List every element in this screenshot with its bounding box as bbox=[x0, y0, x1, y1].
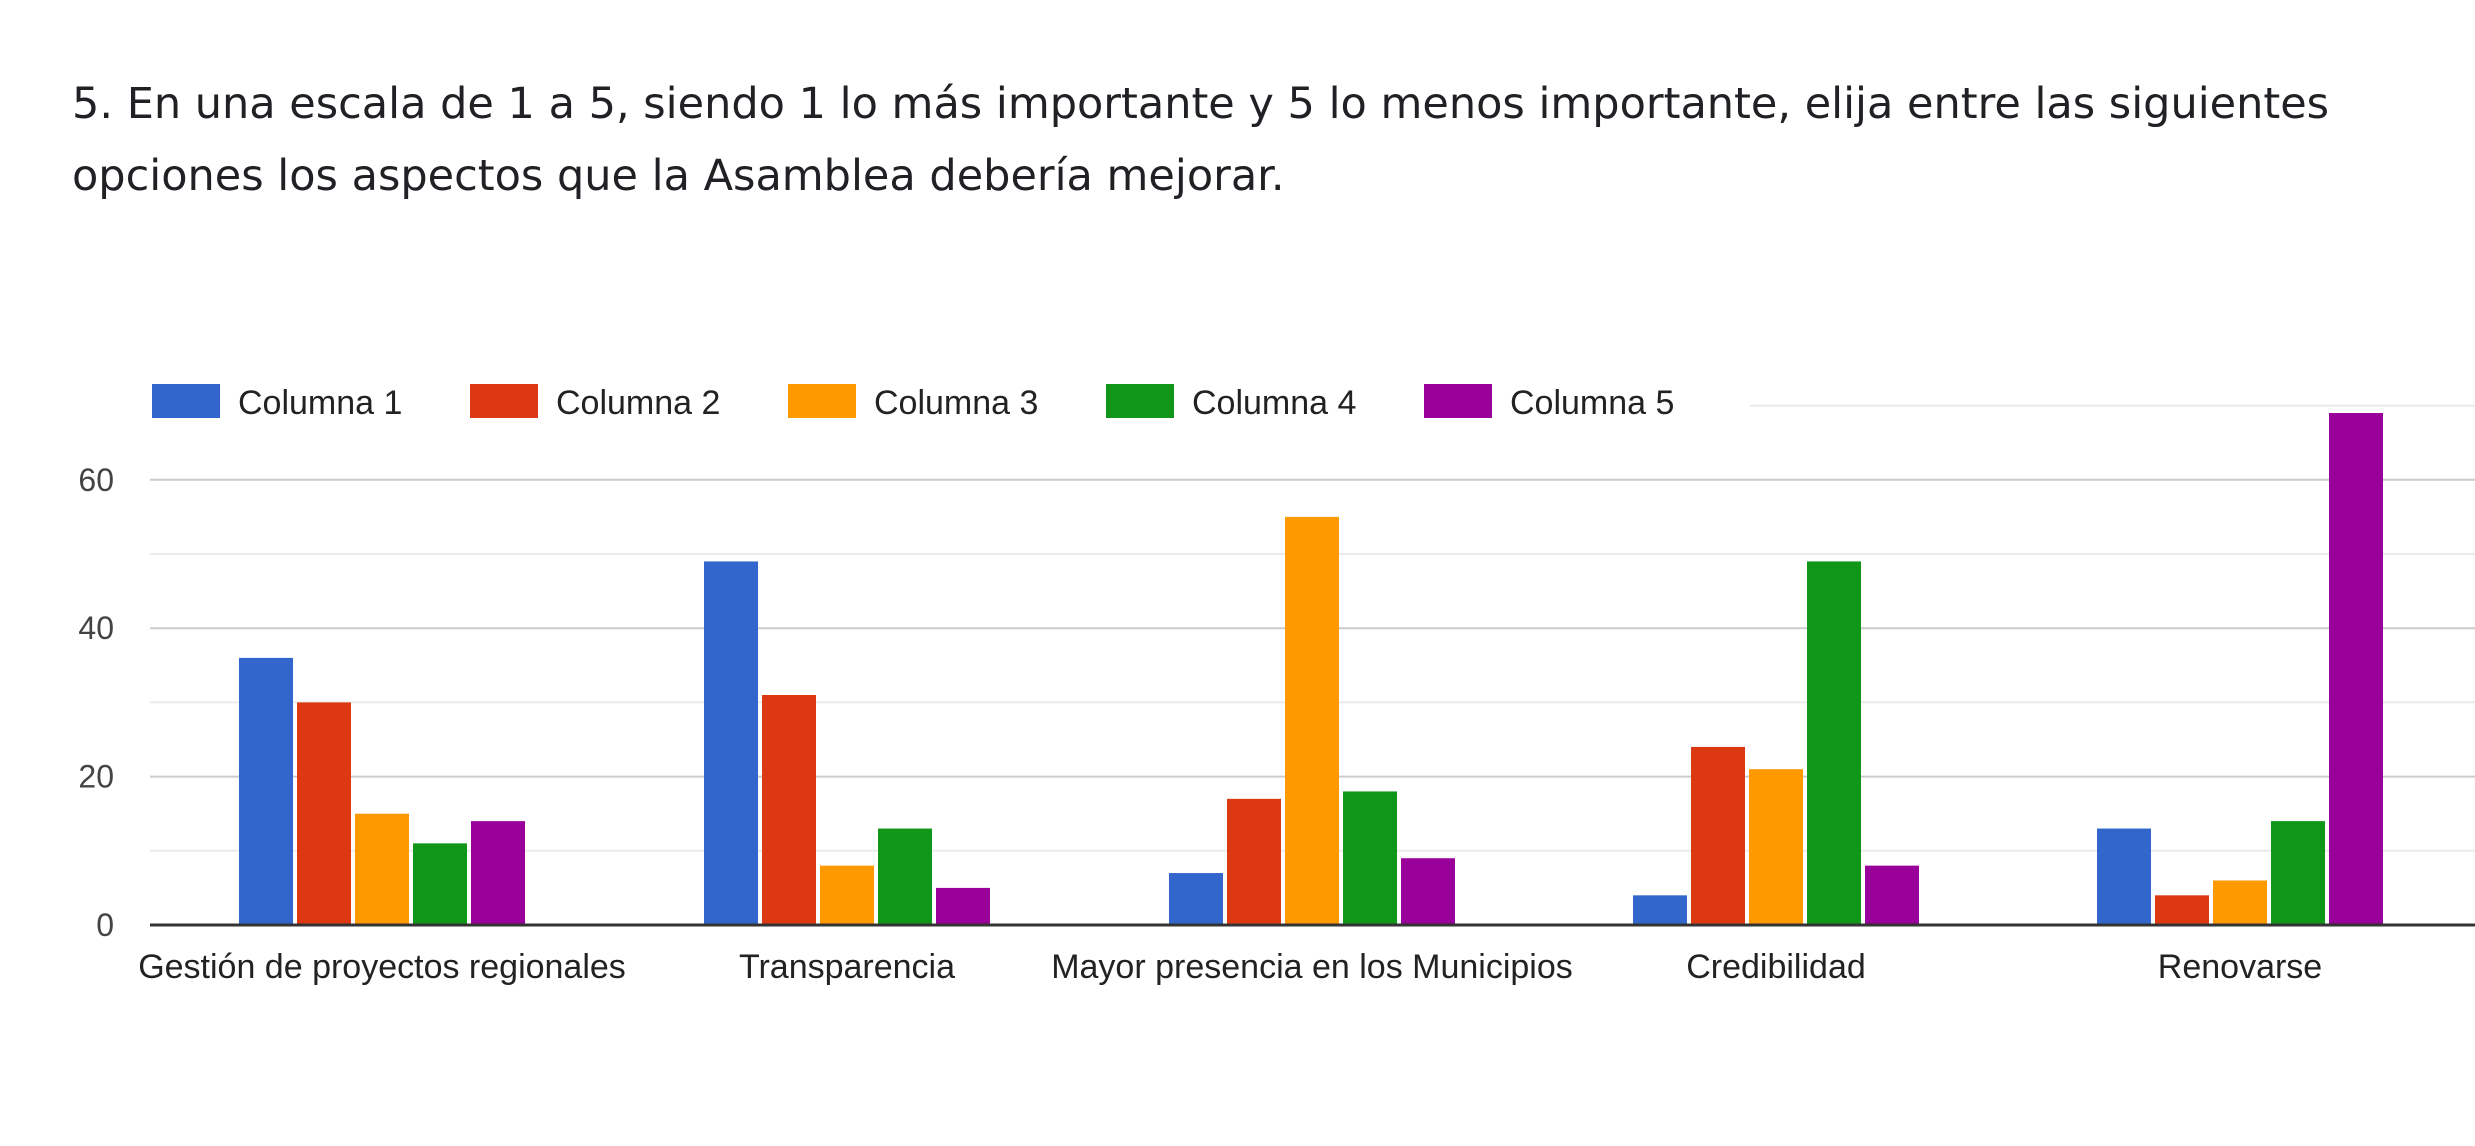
legend-swatch bbox=[1106, 384, 1174, 418]
bar bbox=[1749, 769, 1803, 925]
legend-swatch bbox=[1424, 384, 1492, 418]
y-tick-label: 40 bbox=[78, 610, 114, 646]
bar bbox=[2155, 895, 2209, 925]
bar bbox=[1633, 895, 1687, 925]
legend-swatch bbox=[788, 384, 856, 418]
bar bbox=[471, 821, 525, 925]
legend-label: Columna 4 bbox=[1192, 384, 1356, 422]
bar bbox=[1343, 791, 1397, 925]
bar bbox=[1285, 516, 1339, 925]
legend-swatch bbox=[152, 384, 220, 418]
bar bbox=[820, 865, 874, 925]
bar bbox=[936, 887, 990, 925]
legend-swatch bbox=[470, 384, 538, 418]
bar bbox=[1691, 746, 1745, 925]
legend-label: Columna 1 bbox=[238, 384, 402, 422]
bar bbox=[413, 843, 467, 925]
legend-label: Columna 5 bbox=[1510, 384, 1674, 422]
y-tick-label: 20 bbox=[78, 759, 114, 795]
legend-label: Columna 2 bbox=[556, 384, 720, 422]
bar bbox=[239, 657, 293, 925]
bar bbox=[2097, 828, 2151, 925]
bar bbox=[1401, 858, 1455, 925]
bar bbox=[1227, 798, 1281, 925]
bar bbox=[2329, 413, 2383, 925]
bar bbox=[2271, 821, 2325, 925]
bar bbox=[2213, 880, 2267, 925]
bar bbox=[355, 813, 409, 925]
x-category-label: Renovarse bbox=[2158, 948, 2322, 986]
bar bbox=[704, 561, 758, 925]
bar bbox=[1169, 873, 1223, 925]
x-category-label: Credibilidad bbox=[1686, 948, 1866, 986]
bar bbox=[878, 828, 932, 925]
bar bbox=[297, 702, 351, 925]
y-tick-label: 60 bbox=[78, 462, 114, 498]
y-tick-label: 0 bbox=[96, 907, 114, 943]
bar bbox=[1865, 865, 1919, 925]
bar bbox=[762, 694, 816, 925]
bar bbox=[1807, 561, 1861, 925]
x-category-label: Transparencia bbox=[739, 948, 955, 986]
question-title: 5. En una escala de 1 a 5, siendo 1 lo m… bbox=[72, 79, 2330, 201]
legend-label: Columna 3 bbox=[874, 384, 1038, 422]
x-category-label: Gestión de proyectos regionales bbox=[138, 948, 626, 986]
x-category-label: Mayor presencia en los Municipios bbox=[1051, 948, 1573, 986]
